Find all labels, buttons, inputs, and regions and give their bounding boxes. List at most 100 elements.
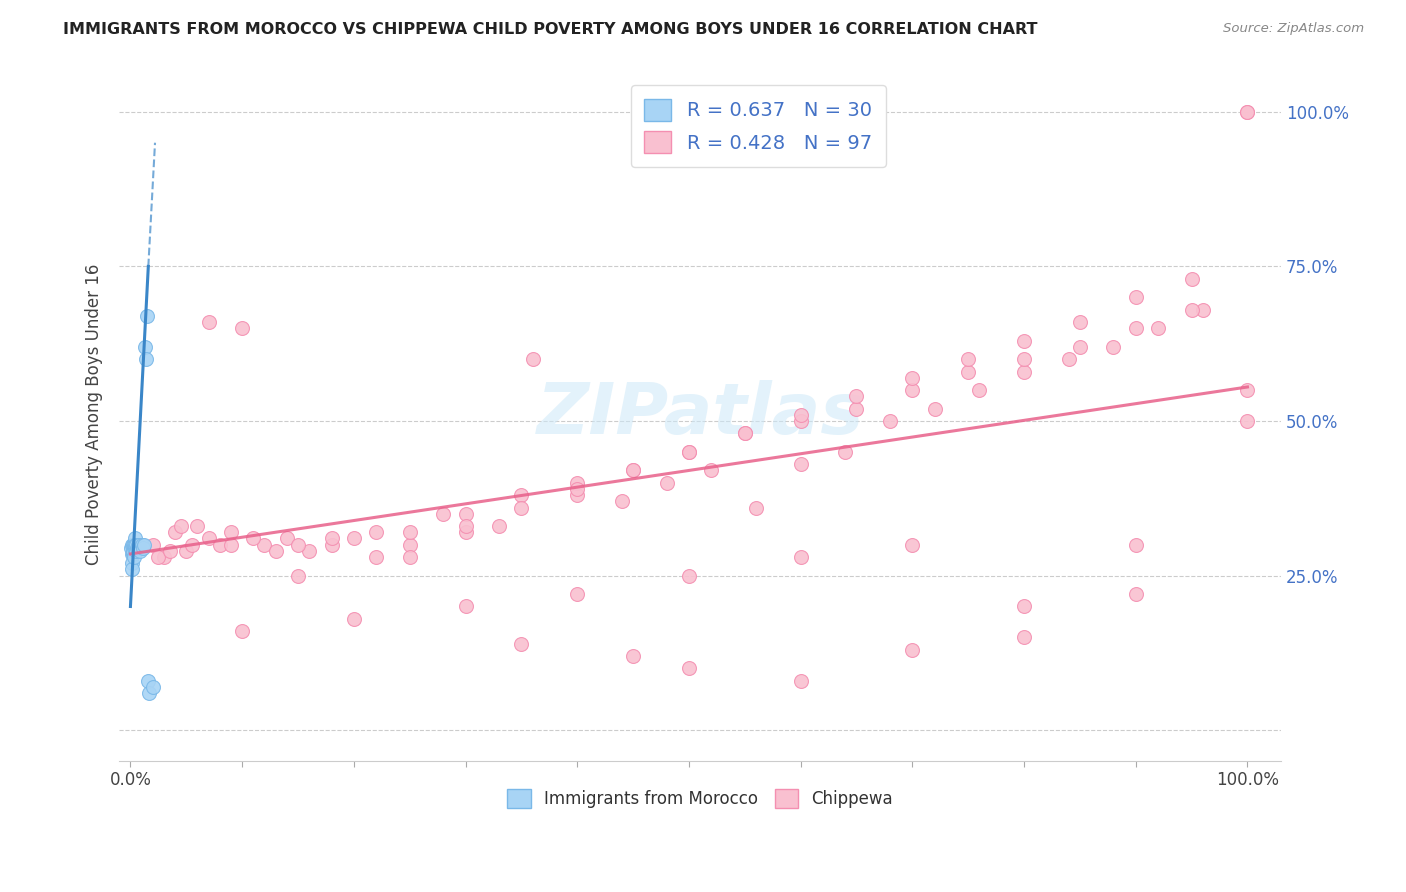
Point: [287, 538, 309, 552]
Point: [343, 612, 366, 626]
Point: [129, 544, 152, 558]
Legend: Immigrants from Morocco, Chippewa: Immigrants from Morocco, Chippewa: [501, 782, 900, 815]
Point: [1236, 104, 1258, 119]
Point: [1236, 414, 1258, 428]
Point: [121, 538, 143, 552]
Point: [132, 538, 155, 552]
Point: [136, 309, 159, 323]
Point: [432, 507, 454, 521]
Point: [180, 538, 202, 552]
Point: [219, 525, 242, 540]
Point: [734, 426, 756, 441]
Point: [454, 525, 477, 540]
Point: [1181, 272, 1204, 286]
Point: [276, 532, 298, 546]
Point: [1236, 383, 1258, 397]
Point: [510, 488, 533, 502]
Point: [219, 538, 242, 552]
Point: [159, 544, 181, 558]
Point: [231, 321, 253, 335]
Point: [366, 525, 388, 540]
Point: [567, 488, 589, 502]
Point: [122, 541, 145, 555]
Point: [132, 541, 155, 555]
Point: [879, 414, 901, 428]
Point: [366, 549, 388, 564]
Point: [321, 538, 343, 552]
Point: [1125, 321, 1147, 335]
Point: [454, 507, 477, 521]
Point: [567, 475, 589, 490]
Point: [138, 686, 160, 700]
Point: [957, 364, 980, 378]
Point: [901, 383, 924, 397]
Point: [1191, 302, 1213, 317]
Point: [131, 538, 153, 552]
Point: [121, 562, 143, 576]
Point: [128, 538, 150, 552]
Point: [124, 538, 146, 552]
Point: [398, 549, 420, 564]
Point: [510, 637, 533, 651]
Point: [1069, 340, 1091, 354]
Point: [1069, 315, 1091, 329]
Point: [678, 661, 700, 675]
Point: [122, 549, 145, 564]
Point: [655, 475, 678, 490]
Point: [120, 541, 142, 555]
Point: [454, 599, 477, 614]
Point: [454, 519, 477, 533]
Point: [845, 389, 868, 403]
Point: [134, 340, 156, 354]
Point: [121, 556, 143, 570]
Point: [734, 426, 756, 441]
Point: [1102, 340, 1125, 354]
Point: [789, 414, 811, 428]
Point: [901, 642, 924, 657]
Point: [127, 538, 149, 552]
Point: [170, 519, 193, 533]
Point: [121, 538, 143, 552]
Point: [186, 519, 208, 533]
Point: [398, 538, 420, 552]
Point: [567, 482, 589, 496]
Point: [789, 408, 811, 422]
Point: [678, 568, 700, 582]
Point: [174, 544, 197, 558]
Point: [121, 547, 143, 561]
Point: [125, 544, 148, 558]
Point: [700, 463, 723, 477]
Point: [197, 315, 219, 329]
Point: [343, 532, 366, 546]
Point: [197, 532, 219, 546]
Point: [122, 538, 145, 552]
Point: [621, 463, 644, 477]
Point: [136, 673, 159, 688]
Point: [488, 519, 510, 533]
Point: [231, 624, 253, 639]
Point: [264, 544, 287, 558]
Point: [127, 541, 149, 555]
Point: [398, 525, 420, 540]
Point: [321, 532, 343, 546]
Point: [678, 445, 700, 459]
Point: [610, 494, 633, 508]
Point: [901, 370, 924, 384]
Point: [567, 587, 589, 601]
Point: [208, 538, 231, 552]
Point: [153, 549, 176, 564]
Point: [242, 532, 264, 546]
Point: [1236, 104, 1258, 119]
Point: [1012, 631, 1035, 645]
Point: [135, 352, 157, 367]
Point: [621, 463, 644, 477]
Point: [1012, 352, 1035, 367]
Point: [969, 383, 991, 397]
Text: ZIPatlas: ZIPatlas: [537, 380, 863, 450]
Point: [845, 401, 868, 416]
Point: [1012, 334, 1035, 348]
Text: IMMIGRANTS FROM MOROCCO VS CHIPPEWA CHILD POVERTY AMONG BOYS UNDER 16 CORRELATIO: IMMIGRANTS FROM MOROCCO VS CHIPPEWA CHIL…: [63, 22, 1038, 37]
Point: [121, 544, 143, 558]
Point: [127, 541, 149, 555]
Point: [287, 568, 309, 582]
